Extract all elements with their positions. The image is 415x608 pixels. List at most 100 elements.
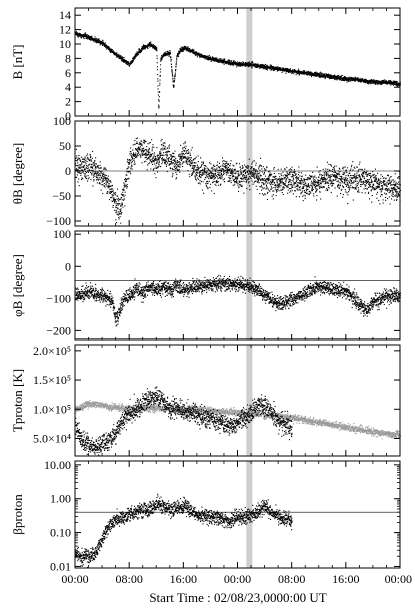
data-point [182,161,184,163]
data-point [166,154,169,156]
data-point [131,164,133,166]
data-point [154,167,156,169]
data-point [314,182,317,184]
data-point [273,166,275,169]
data-point [237,171,239,173]
data-point [322,75,324,78]
data-point [178,164,180,166]
data-point [261,193,263,195]
data-point [230,174,232,177]
data-point [233,179,235,181]
data-point [143,139,145,141]
data-point [214,183,216,185]
data-point [75,164,77,166]
data-point [113,197,115,199]
data-point [246,187,248,190]
data-point [327,73,330,75]
data-point [321,180,324,182]
data-point [352,169,354,171]
data-point [158,100,160,102]
data-point [236,178,238,180]
data-point [158,164,160,166]
data-point [105,179,107,181]
data-point [168,157,170,159]
data-point [324,78,326,80]
data-point [135,55,137,58]
data-point [267,67,269,69]
data-point [320,183,322,185]
data-point [254,172,256,174]
data-point [283,187,285,189]
data-point [162,147,164,149]
data-point [237,173,239,175]
data-point [191,160,193,162]
data-point [215,59,217,61]
data-point [165,55,167,57]
data-point [345,77,347,79]
data-point [197,160,199,163]
data-point [155,46,157,48]
data-point [344,183,346,185]
data-point [391,80,393,82]
data-point [89,160,91,162]
data-point [272,67,274,69]
data-point [113,199,115,201]
data-point [154,163,156,165]
data-point [110,48,112,50]
data-point [201,189,204,191]
data-point [306,192,308,194]
data-point [158,105,160,107]
data-point [89,38,91,40]
data-point [245,180,247,182]
data-point [340,189,342,191]
data-point [136,154,138,156]
data-point [159,74,161,77]
data-point [143,46,145,48]
data-point [135,149,137,151]
data-point [172,74,174,76]
data-point [253,160,255,162]
data-point [351,77,353,79]
data-point [78,178,80,180]
data-point [221,177,223,179]
data-point [190,49,193,51]
data-point [314,180,316,182]
data-point [215,169,217,171]
data-point [278,180,280,182]
data-point [123,199,125,201]
data-point [249,171,251,173]
data-point [241,172,243,174]
data-point [138,143,140,145]
data-point [325,179,327,181]
data-point [247,165,249,167]
data-point [337,180,339,182]
data-point [354,80,356,82]
data-point [76,159,79,161]
data-point [252,176,254,178]
data-point [95,163,97,165]
data-point [244,173,246,175]
data-point [217,166,220,168]
data-point [104,43,106,45]
data-point [149,155,151,157]
data-point [345,177,347,179]
data-point [162,159,164,161]
data-point [324,179,326,181]
data-point [343,178,346,181]
data-point [229,63,231,65]
data-point [333,167,335,169]
data-point [152,46,154,48]
data-point [155,158,157,160]
data-point [115,211,117,214]
data-point [96,174,98,176]
data-point [338,174,341,176]
data-point [133,159,135,161]
data-point [257,175,259,177]
data-point [77,167,80,169]
data-point [88,38,91,40]
data-point [198,55,201,57]
data-point [258,65,260,67]
data-point [332,76,334,78]
data-point [327,189,329,191]
data-point [329,77,331,79]
